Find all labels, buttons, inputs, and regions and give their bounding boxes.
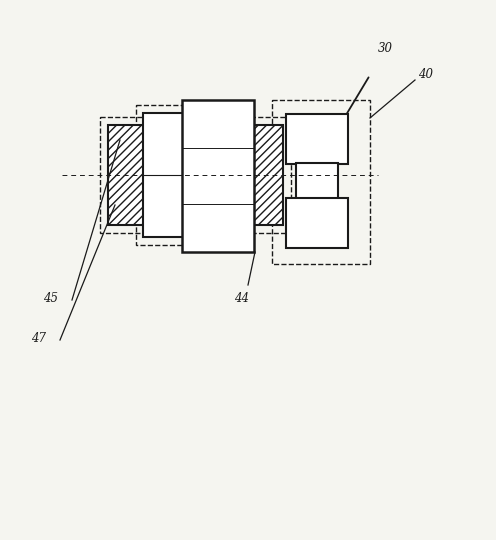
- Text: 30: 30: [377, 42, 392, 55]
- Bar: [136, 105, 192, 245]
- Text: 40: 40: [418, 69, 433, 82]
- Text: 44: 44: [235, 292, 249, 305]
- Bar: [296, 163, 338, 199]
- Bar: [143, 113, 185, 237]
- Bar: [243, 117, 291, 233]
- Bar: [182, 100, 254, 252]
- Bar: [286, 114, 348, 164]
- Bar: [251, 125, 283, 225]
- Bar: [286, 198, 348, 248]
- Bar: [272, 100, 370, 264]
- Bar: [108, 125, 146, 225]
- Text: 45: 45: [43, 292, 58, 305]
- Bar: [100, 117, 154, 233]
- Text: 47: 47: [31, 332, 46, 345]
